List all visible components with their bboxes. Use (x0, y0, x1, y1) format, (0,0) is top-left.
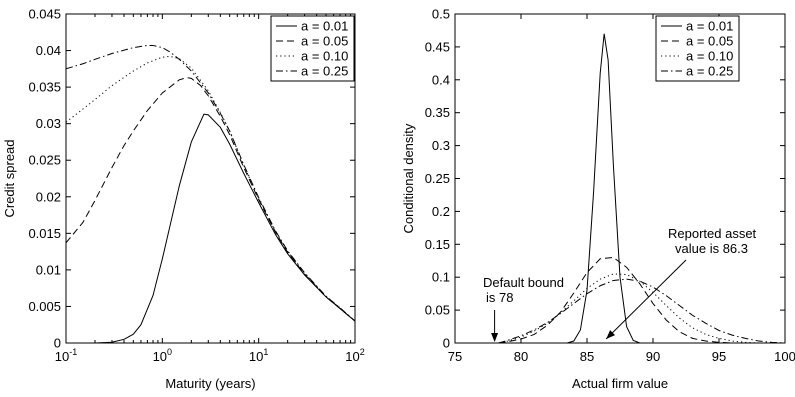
annotation-arrowhead (606, 330, 616, 339)
x-tick-label: 75 (448, 349, 462, 364)
x-tick-label: 102 (345, 347, 364, 364)
series-line-1 (66, 113, 355, 343)
series-line-3 (498, 273, 759, 343)
y-tick-label: 0.025 (28, 153, 61, 168)
y-tick-label: 0.45 (425, 39, 450, 54)
legend-label: a = 0.05 (686, 34, 733, 49)
series-line-3 (66, 55, 355, 322)
legend-box (655, 15, 740, 82)
legend: a = 0.01a = 0.05a = 0.10a = 0.25 (655, 15, 740, 82)
series-line-2 (66, 77, 355, 322)
legend-label: a = 0.10 (686, 49, 733, 64)
y-tick-label: 0.015 (28, 226, 61, 241)
legend-box (270, 15, 355, 82)
series-group (498, 33, 785, 343)
x-tick-label: 10-1 (55, 347, 77, 364)
chart-panel-1: 0 0.005 0.01 0.015 0.02 0.025 0.03 0.035 0.04 0.0… (2, 7, 365, 392)
legend-label: a = 0.01 (301, 19, 348, 34)
legend-label: a = 0.05 (301, 34, 348, 49)
legend-label: a = 0.25 (301, 64, 348, 79)
y-tick-label: 0.035 (28, 80, 61, 95)
y-tick-label: 0.005 (28, 299, 61, 314)
series-group (66, 44, 355, 343)
x-tick-label: 95 (712, 349, 726, 364)
series-line-4 (498, 278, 785, 343)
y-tick-label: 0.2 (432, 204, 450, 219)
y-tick-label: 0.03 (36, 116, 61, 131)
y-tick-label: 0 (443, 336, 450, 351)
series-line-1 (567, 33, 640, 343)
y-tick-label: 0.01 (36, 262, 61, 277)
y-tick-label: 0.04 (36, 43, 61, 58)
legend-label: a = 0.01 (686, 19, 733, 34)
y-tick-label: 0.15 (425, 237, 450, 252)
y-tick-label: 0.35 (425, 105, 450, 120)
y-tick-label: 0.4 (432, 72, 450, 87)
legend: a = 0.01a = 0.05a = 0.10a = 0.25 (270, 15, 355, 82)
y-tick-label: 0.25 (425, 171, 450, 186)
x-tick-label: 100 (153, 347, 172, 364)
chart-panel-2: 0 0.05 0.1 0.15 0.2 0.25 0.3 0.35 0.4 0.45 0.5 75 80… (401, 7, 795, 392)
annotation-arrow (605, 259, 687, 340)
annotation-reported-value: Reported asset value is 86.3 (668, 226, 757, 256)
y-tick-label: 0.045 (28, 7, 61, 22)
x-tick-label: 80 (514, 349, 528, 364)
y-tick-label: 0.1 (432, 270, 450, 285)
y-tick-label: 0 (54, 336, 61, 351)
y-tick-label: 0.5 (432, 7, 450, 22)
legend-label: a = 0.25 (686, 64, 733, 79)
x-axis-label: Actual firm value (572, 376, 668, 391)
x-axis-label: Maturity (years) (165, 376, 255, 391)
plot-frame (65, 13, 356, 344)
legend-label: a = 0.10 (301, 49, 348, 64)
y-tick-label: 0.02 (36, 189, 61, 204)
series-line-2 (498, 256, 733, 343)
annotation-arrowhead (491, 333, 499, 342)
y-axis-label: Conditional density (401, 123, 416, 233)
x-tick-label: 100 (774, 349, 795, 364)
x-tick-label: 101 (249, 347, 268, 364)
x-tick-label: 90 (646, 349, 660, 364)
series-line-4 (66, 44, 355, 322)
y-tick-label: 0.3 (432, 138, 450, 153)
annotation-default-bound: Default bound is 78 (483, 275, 564, 305)
y-axis-label: Credit spread (2, 139, 17, 217)
x-tick-label: 85 (580, 349, 594, 364)
y-tick-label: 0.05 (425, 303, 450, 318)
